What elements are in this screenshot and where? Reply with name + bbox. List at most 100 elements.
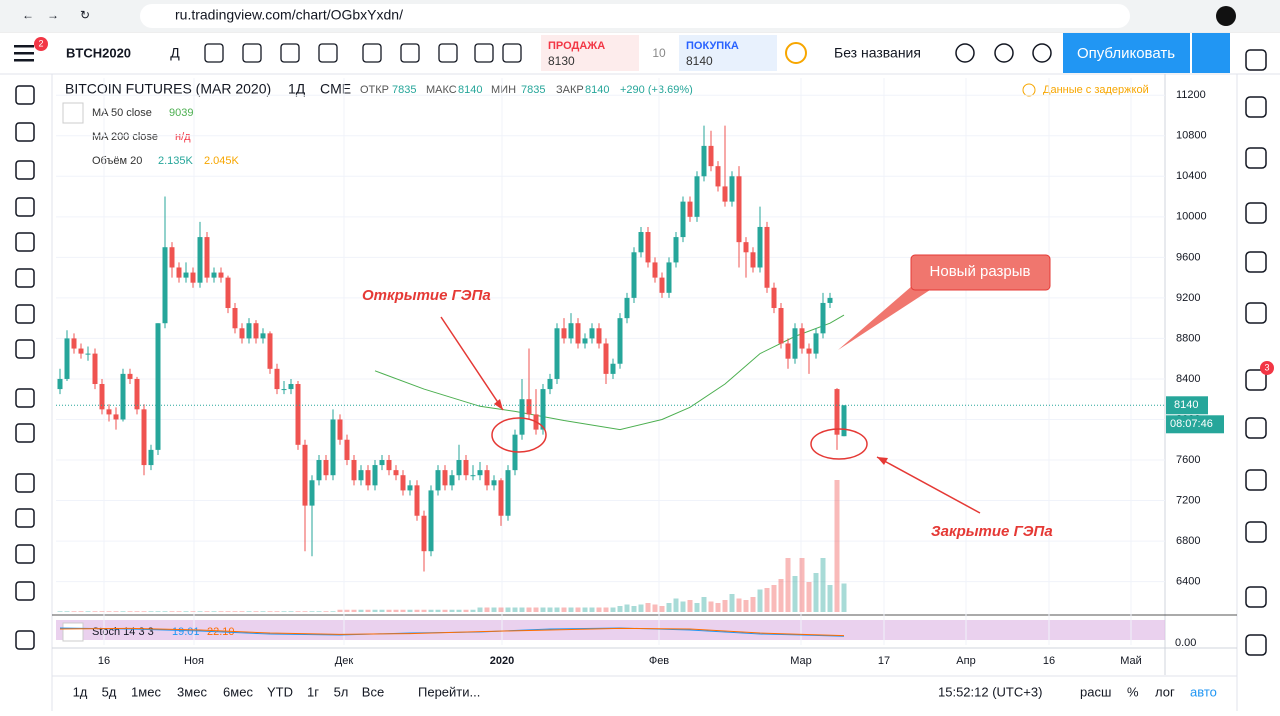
- volume-bar: [764, 588, 770, 612]
- candle-body: [491, 480, 497, 486]
- tool-icon[interactable]: [15, 630, 35, 650]
- toolbar-icon[interactable]: [318, 43, 338, 63]
- sidebar-icon[interactable]: [1245, 369, 1267, 391]
- sidebar-icon[interactable]: [1245, 49, 1267, 71]
- auto-toggle[interactable]: авто: [1190, 684, 1217, 699]
- toolbar-icon[interactable]: [280, 43, 300, 63]
- sidebar-icon[interactable]: [1245, 251, 1267, 273]
- volume-bar: [302, 611, 308, 612]
- range-button[interactable]: 3мес: [177, 684, 207, 699]
- toolbar-icon[interactable]: [955, 43, 975, 63]
- candle-body: [64, 338, 70, 379]
- toolbar-icon[interactable]: [438, 43, 458, 63]
- legend-interval: 1Д: [288, 81, 306, 97]
- reload[interactable]: ↻: [80, 8, 90, 22]
- sidebar-icon[interactable]: [1245, 469, 1267, 491]
- toolbar-icon[interactable]: [362, 43, 382, 63]
- address-bar[interactable]: [140, 4, 1130, 28]
- toolbar-icon[interactable]: [1032, 43, 1052, 63]
- sidebar-icon[interactable]: [1245, 302, 1267, 324]
- toolbar-icon[interactable]: [204, 43, 224, 63]
- candle-body: [827, 297, 833, 303]
- volume-bar: [463, 609, 469, 612]
- y-tick-label: 9200: [1176, 292, 1200, 304]
- range-button[interactable]: YTD: [267, 684, 293, 699]
- candle-body: [561, 328, 567, 339]
- volume-bar: [526, 607, 532, 612]
- sidebar-icon[interactable]: [1245, 634, 1267, 656]
- range-button[interactable]: 6мес: [223, 684, 253, 699]
- sidebar-icon[interactable]: [1245, 96, 1267, 118]
- log-toggle[interactable]: лог: [1155, 684, 1175, 699]
- volume-bar: [57, 611, 63, 612]
- warn-icon[interactable]: [785, 42, 807, 64]
- tool-icon[interactable]: [15, 473, 35, 493]
- tool-icon[interactable]: [15, 304, 35, 324]
- callout-text: Новый разрыв: [930, 263, 1031, 280]
- clock: 15:52:12 (UTC+3): [938, 684, 1042, 699]
- open-label: ОТКР: [360, 84, 389, 96]
- pct-toggle[interactable]: %: [1127, 684, 1139, 699]
- profile[interactable]: [1216, 6, 1236, 26]
- collapse-button[interactable]: [62, 102, 84, 124]
- sidebar-icon[interactable]: [1245, 202, 1267, 224]
- tool-icon[interactable]: [15, 388, 35, 408]
- tool-icon[interactable]: [15, 423, 35, 443]
- sell-box[interactable]: [541, 35, 639, 71]
- volume-bar: [337, 609, 343, 612]
- candle-body: [253, 323, 259, 339]
- volume-bar: [148, 611, 154, 612]
- sidebar-icon[interactable]: [1245, 147, 1267, 169]
- sidebar-icon[interactable]: [1245, 417, 1267, 439]
- tool-icon[interactable]: [15, 160, 35, 180]
- range-button[interactable]: 5л: [334, 684, 349, 699]
- sidebar-icon[interactable]: [1245, 521, 1267, 543]
- gap-open-ellipse: [491, 417, 547, 453]
- volume-bar: [589, 607, 595, 612]
- range-button[interactable]: 5д: [102, 684, 117, 699]
- collapse-button[interactable]: [62, 622, 84, 642]
- volume-bar: [372, 609, 378, 612]
- toolbar-icon[interactable]: [474, 43, 494, 63]
- play-button[interactable]: [1192, 33, 1230, 73]
- range-button[interactable]: 1мес: [131, 684, 161, 699]
- candle-body: [372, 465, 378, 486]
- tool-icon[interactable]: [15, 544, 35, 564]
- sidebar-icon[interactable]: [1245, 586, 1267, 608]
- legend-exchange: CME: [320, 81, 351, 97]
- forward[interactable]: →: [47, 8, 59, 22]
- ext-toggle[interactable]: расш: [1080, 684, 1111, 699]
- tool-icon[interactable]: [15, 508, 35, 528]
- tool-icon[interactable]: [15, 581, 35, 601]
- toolbar-icon[interactable]: [502, 43, 522, 63]
- tool-icon[interactable]: [15, 232, 35, 252]
- tool-icon[interactable]: [15, 85, 35, 105]
- tool-icon[interactable]: [15, 339, 35, 359]
- volume-bar: [78, 611, 84, 612]
- tool-icon[interactable]: [15, 268, 35, 288]
- candle-body: [113, 414, 119, 420]
- toolbar-icon[interactable]: [400, 43, 420, 63]
- candle-body: [379, 460, 385, 466]
- menu[interactable]: [14, 45, 34, 48]
- range-button[interactable]: 1г: [307, 684, 319, 699]
- tool-icon[interactable]: [15, 122, 35, 142]
- layout-name[interactable]: Без названия: [834, 45, 921, 61]
- volume-bar: [225, 611, 231, 612]
- publish-button[interactable]: [1063, 33, 1190, 73]
- back[interactable]: ←: [22, 8, 34, 22]
- countdown-box: [1166, 415, 1224, 434]
- range-button[interactable]: Все: [362, 684, 384, 699]
- toolbar-icon[interactable]: [242, 43, 262, 63]
- goto-button[interactable]: Перейти...: [418, 684, 480, 699]
- toolbar-icon[interactable]: [994, 43, 1014, 63]
- candle-body: [85, 353, 91, 355]
- low-label: МИН: [491, 84, 516, 96]
- symbol[interactable]: BTCH2020: [66, 45, 131, 60]
- tool-icon[interactable]: [15, 197, 35, 217]
- buy-box[interactable]: [679, 35, 777, 71]
- range-button[interactable]: 1д: [73, 684, 88, 699]
- candle-body: [204, 237, 210, 278]
- candle-body: [582, 338, 588, 344]
- interval[interactable]: Д: [170, 45, 180, 61]
